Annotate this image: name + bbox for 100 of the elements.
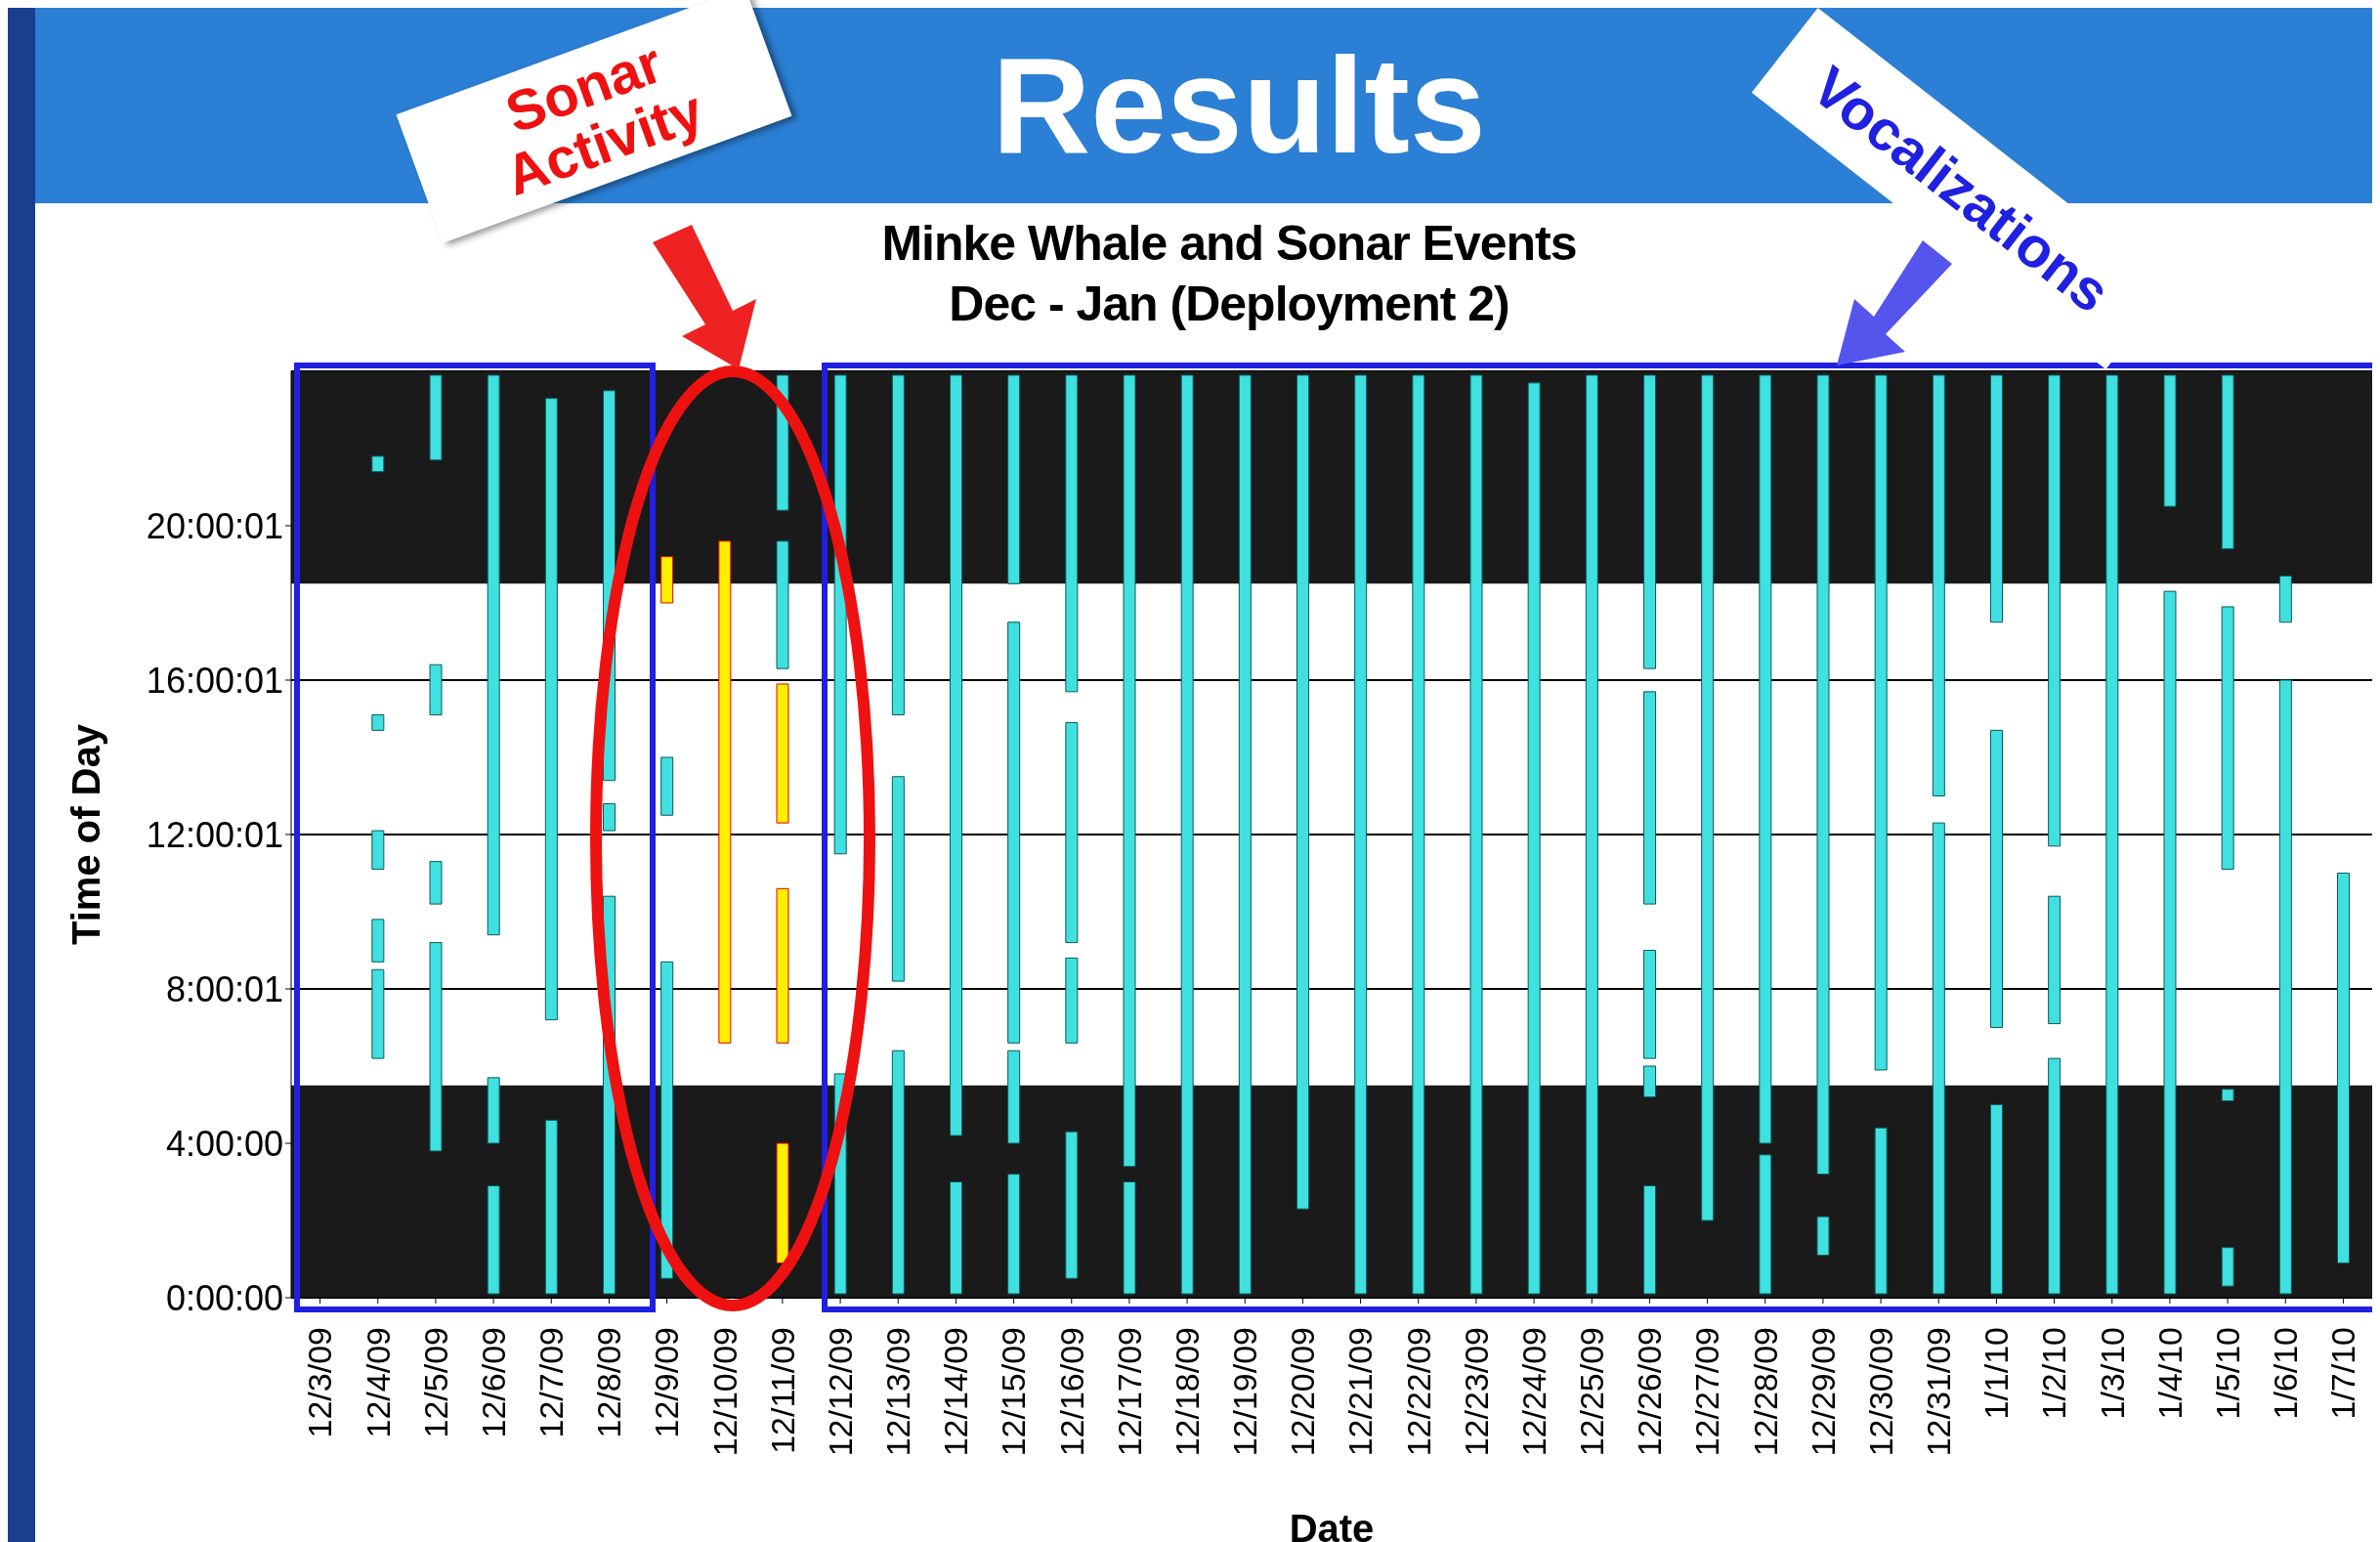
bar [1585, 374, 1598, 1295]
bar [660, 756, 674, 816]
bar [371, 455, 385, 473]
bar [2163, 374, 2177, 507]
x-tick-label: 12/31/09 [1920, 1327, 1958, 1457]
bar [2337, 873, 2350, 1264]
x-tick-label: 12/8/09 [590, 1327, 628, 1438]
bar [1238, 374, 1252, 1295]
bar [1932, 374, 1945, 796]
bar [1007, 1049, 1021, 1144]
bar [950, 1181, 962, 1295]
bar [2278, 679, 2292, 1295]
bar [776, 540, 789, 669]
bar [1065, 721, 1079, 944]
bar [2048, 1057, 2061, 1295]
bar [718, 540, 732, 1044]
x-tick-label: 12/19/09 [1226, 1327, 1264, 1457]
bar [776, 1142, 789, 1264]
x-tick-label: 1/2/10 [2035, 1327, 2073, 1420]
bar [2278, 575, 2292, 623]
y-tick-label: 8:00:01 [165, 968, 283, 1009]
x-tick-label: 12/20/09 [1284, 1327, 1322, 1457]
x-tick-label: 12/28/09 [1746, 1327, 1784, 1457]
x-tick-label: 12/14/09 [937, 1327, 975, 1457]
x-tick-label: 12/25/09 [1573, 1327, 1611, 1457]
bar [1527, 382, 1541, 1295]
bar [1643, 374, 1656, 669]
bar [891, 374, 905, 716]
bar [776, 683, 789, 824]
x-tick-label: 12/6/09 [474, 1327, 512, 1438]
x-tick-label: 1/3/10 [2093, 1327, 2131, 1420]
bar [1759, 374, 1772, 1144]
x-tick-label: 12/17/09 [1110, 1327, 1148, 1457]
x-tick-label: 12/16/09 [1052, 1327, 1090, 1457]
bar [2105, 374, 2119, 1295]
x-tick-label: 12/18/09 [1168, 1327, 1206, 1457]
y-tick-label: 4:00:00 [165, 1123, 283, 1164]
bar [1065, 374, 1079, 693]
bar [544, 1119, 558, 1295]
bar [1816, 1216, 1830, 1257]
x-tick-label: 12/27/09 [1688, 1327, 1726, 1457]
bar [1990, 729, 2003, 1028]
bar [1643, 950, 1656, 1059]
y-tick-label: 12:00:01 [146, 814, 283, 855]
x-tick-label: 12/22/09 [1399, 1327, 1437, 1457]
bar [776, 887, 789, 1044]
bar [891, 1049, 905, 1295]
text: Results [991, 28, 1487, 182]
y-tick-label: 16:00:01 [146, 660, 283, 701]
bar [429, 942, 443, 1152]
bar [891, 776, 905, 982]
bar [2048, 895, 2061, 1025]
x-axis-title: Date [1289, 1507, 1375, 1542]
bar [544, 398, 558, 1021]
x-tick-label: 12/12/09 [821, 1327, 859, 1457]
bar [1065, 1131, 1079, 1279]
bar [1354, 374, 1368, 1295]
bar [1643, 1184, 1656, 1295]
bar [1007, 374, 1021, 584]
chart-subtitle: Dec - Jan (Deployment 2) [949, 277, 1509, 331]
bar [660, 961, 674, 1279]
bar [1123, 374, 1136, 1168]
bar [2163, 590, 2177, 1295]
y-axis-title: Time of Day [64, 723, 108, 945]
bar [1990, 374, 2003, 623]
bar [2221, 1247, 2234, 1287]
bar [1007, 621, 1021, 1044]
bar [1701, 374, 1715, 1221]
y-tick-label: 0:00:00 [165, 1277, 283, 1318]
bar [2048, 374, 2061, 847]
bar [487, 1077, 500, 1144]
bar [1643, 1065, 1656, 1098]
x-tick-label: 12/30/09 [1861, 1327, 1899, 1457]
x-tick-label: 1/4/10 [2150, 1327, 2189, 1420]
bar [1180, 374, 1194, 1295]
x-tick-label: 12/9/09 [648, 1327, 686, 1438]
bar [371, 968, 385, 1059]
x-tick-label: 12/26/09 [1631, 1327, 1669, 1457]
bar [371, 830, 385, 871]
bar [487, 374, 500, 936]
bar [429, 664, 443, 716]
bar [1065, 957, 1079, 1044]
x-tick-label: 12/7/09 [532, 1327, 571, 1438]
bar [371, 919, 385, 963]
x-tick-label: 12/4/09 [359, 1327, 397, 1438]
x-tick-label: 12/11/09 [763, 1327, 801, 1454]
bar [1759, 1154, 1772, 1295]
bar [1990, 1104, 2003, 1295]
bar [1296, 374, 1309, 1210]
bar [1123, 1181, 1136, 1295]
x-tick-label: 12/3/09 [301, 1327, 339, 1438]
x-tick-label: 1/1/10 [1977, 1327, 2016, 1420]
x-tick-label: 12/29/09 [1804, 1327, 1842, 1457]
bar [1007, 1174, 1021, 1295]
bar [603, 802, 616, 832]
bar [487, 1184, 500, 1295]
bar [429, 374, 443, 461]
bar [1932, 822, 1945, 1295]
x-tick-label: 12/5/09 [416, 1327, 454, 1438]
bar [2221, 606, 2234, 871]
